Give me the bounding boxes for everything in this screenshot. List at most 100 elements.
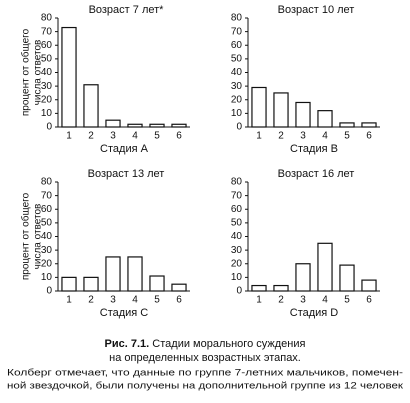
bar	[149, 123, 165, 128]
bar	[171, 123, 187, 128]
y-axis-label: числа ответов	[33, 40, 44, 106]
bar	[273, 92, 289, 128]
x-axis-label: Стадия B	[290, 143, 338, 155]
y-tick-label: 20	[41, 94, 53, 105]
caption-note: Колберг отмечает, что данные по группе 7…	[7, 368, 403, 379]
y-tick-label: 30	[231, 245, 243, 256]
y-tick-label: 80	[231, 177, 243, 188]
x-tick-label: 5	[154, 131, 160, 142]
y-tick-label: 70	[231, 190, 243, 201]
y-tick-label: 10	[231, 108, 243, 119]
x-tick-label: 3	[300, 295, 306, 306]
y-tick-label: 50	[231, 54, 243, 65]
bar	[127, 123, 143, 128]
x-tick-label: 1	[66, 295, 72, 306]
y-tick-label: 80	[41, 13, 53, 24]
y-tick-label: 10	[41, 272, 53, 283]
bar	[339, 264, 355, 292]
x-tick-label: 5	[344, 131, 350, 142]
chart-title: Возраст 7 лет*	[89, 4, 165, 16]
y-tick-label: 70	[231, 26, 243, 37]
bar	[251, 284, 267, 292]
x-tick-label: 1	[256, 295, 262, 306]
bar	[317, 110, 333, 128]
y-tick-label: 50	[41, 218, 53, 229]
bar	[295, 263, 311, 292]
x-axis-label: Стадия C	[100, 307, 149, 319]
bar	[361, 279, 377, 292]
y-axis-label: процент от общего	[20, 28, 32, 116]
x-tick-label: 2	[278, 131, 284, 142]
bar	[105, 119, 121, 128]
chart-title: Возраст 10 лет	[278, 4, 355, 16]
y-tick-label: 60	[41, 40, 53, 51]
x-axis-label: Стадия D	[290, 307, 339, 319]
bar	[61, 26, 77, 128]
y-tick-label: 30	[41, 245, 53, 256]
x-tick-label: 1	[66, 131, 72, 142]
y-axis-label: процент от общего	[20, 192, 32, 280]
x-tick-label: 5	[344, 295, 350, 306]
y-tick-label: 30	[231, 81, 243, 92]
x-tick-label: 3	[300, 131, 306, 142]
bar	[273, 284, 289, 292]
bar	[171, 283, 187, 292]
y-tick-label: 50	[41, 54, 53, 65]
x-tick-label: 5	[154, 295, 160, 306]
y-tick-label: 60	[41, 204, 53, 215]
y-tick-label: 40	[41, 231, 53, 242]
y-tick-label: 20	[231, 94, 243, 105]
x-tick-label: 4	[132, 295, 138, 306]
bar	[251, 86, 267, 128]
caption-label: Рис. 7.1.	[105, 338, 150, 350]
x-tick-label: 6	[366, 295, 372, 306]
y-tick-label: 60	[231, 40, 243, 51]
y-tick-label: 70	[41, 190, 53, 201]
caption-note: ной звездочкой, были получены на дополни…	[7, 381, 404, 392]
caption-title: на определенных возрастных этапах.	[109, 352, 301, 364]
bar	[83, 276, 99, 292]
bar	[83, 84, 99, 128]
y-tick-label: 0	[236, 122, 242, 133]
caption-title: Стадии морального суждения	[152, 338, 305, 350]
x-axis-label: Стадия A	[100, 143, 149, 155]
bar	[127, 256, 143, 292]
x-tick-label: 4	[322, 295, 328, 306]
x-tick-label: 6	[366, 131, 372, 142]
y-tick-label: 20	[231, 258, 243, 269]
y-tick-label: 80	[41, 177, 53, 188]
y-tick-label: 0	[236, 286, 242, 297]
chart-title: Возраст 13 лет	[88, 168, 165, 180]
bar	[361, 122, 377, 128]
bar	[317, 242, 333, 292]
x-tick-label: 2	[88, 295, 94, 306]
y-tick-label: 10	[41, 108, 53, 119]
y-tick-label: 40	[41, 67, 53, 78]
bar	[61, 276, 77, 292]
y-tick-label: 20	[41, 258, 53, 269]
x-tick-label: 4	[322, 131, 328, 142]
x-tick-label: 3	[110, 131, 116, 142]
y-tick-label: 40	[231, 67, 243, 78]
y-tick-label: 0	[46, 122, 52, 133]
y-tick-label: 0	[46, 286, 52, 297]
y-tick-label: 50	[231, 218, 243, 229]
x-tick-label: 3	[110, 295, 116, 306]
chart-title: Возраст 16 лет	[278, 168, 355, 180]
y-tick-label: 10	[231, 272, 243, 283]
y-tick-label: 80	[231, 13, 243, 24]
x-tick-label: 2	[278, 295, 284, 306]
x-tick-label: 4	[132, 131, 138, 142]
x-tick-label: 2	[88, 131, 94, 142]
y-axis-label: числа ответов	[33, 204, 44, 270]
y-tick-label: 30	[41, 81, 53, 92]
x-tick-label: 6	[176, 295, 182, 306]
y-tick-label: 60	[231, 204, 243, 215]
bar	[339, 122, 355, 128]
bar	[149, 275, 165, 292]
y-tick-label: 70	[41, 26, 53, 37]
caption-line: Рис. 7.1. Стадии морального суждения	[105, 338, 306, 350]
bar	[105, 256, 121, 292]
bar	[295, 101, 311, 128]
